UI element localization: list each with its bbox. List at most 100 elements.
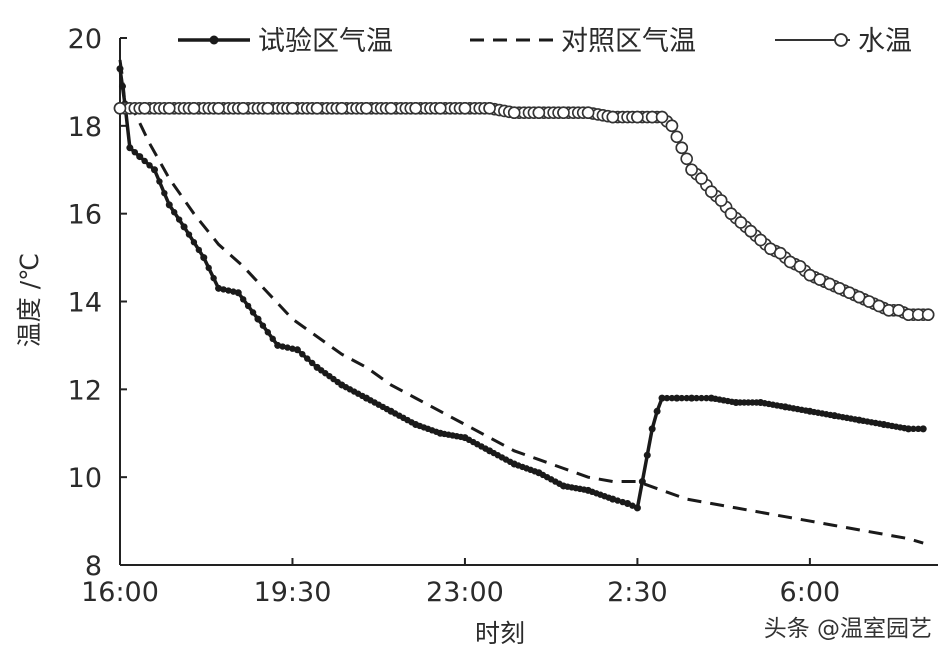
watermark-text: 头条 @温室园艺 [764, 616, 932, 642]
data-point [655, 110, 669, 124]
data-point [113, 101, 127, 115]
data-point [242, 265, 244, 267]
data-point [483, 101, 496, 115]
marker-dot [244, 302, 252, 310]
data-point [695, 172, 708, 185]
marker-dot [239, 296, 247, 303]
data-point [631, 110, 644, 124]
legend-item-1: 试验区气温 [178, 26, 393, 57]
marker-dot [648, 425, 656, 433]
marker-dot [653, 408, 661, 415]
marker-dot [235, 289, 242, 296]
marker-dot [259, 322, 267, 329]
data-point [236, 101, 250, 115]
marker-dot [624, 500, 631, 507]
legend: 试验区气温 对照区气温 水温 [178, 26, 912, 57]
data-point [365, 366, 367, 368]
data-point [335, 101, 349, 115]
series-2 [118, 59, 924, 545]
x-tick-label: 16:00 [81, 577, 159, 608]
legend-item-3: 水温 [775, 26, 912, 57]
data-point [168, 178, 170, 180]
marker-dot [175, 216, 183, 223]
marker-dot [644, 452, 651, 459]
marker-dot [294, 346, 301, 354]
marker-dot [673, 394, 681, 402]
marker-dot [289, 345, 296, 352]
data-point [921, 308, 935, 321]
x-tick-label: 6:00 [780, 577, 841, 608]
marker-dot [230, 288, 237, 295]
marker-dot [688, 394, 695, 402]
data-point [661, 489, 663, 491]
data-point [774, 246, 787, 260]
x-axis-title: 时刻 [475, 619, 525, 648]
y-axis-title: 温度 /℃ [15, 253, 44, 347]
marker-dot [195, 246, 203, 254]
marker-dot [200, 254, 207, 261]
data-point [434, 101, 447, 115]
data-point [793, 260, 807, 273]
marker-dot [703, 394, 710, 402]
marker-dot [629, 502, 636, 509]
y-tick-label: 14 [68, 288, 102, 319]
marker-dot [141, 157, 148, 165]
data-point [557, 106, 570, 119]
marker-dot [668, 394, 676, 402]
data-point [714, 194, 728, 207]
marker-dot [678, 394, 685, 402]
series-3 [113, 101, 935, 321]
marker-dot [171, 209, 178, 216]
data-point [489, 437, 491, 439]
marker-dot [308, 359, 316, 367]
marker-dot [274, 342, 281, 349]
marker-dot [166, 201, 173, 209]
x-tick-label: 23:00 [426, 577, 504, 608]
marker-dot [269, 335, 276, 343]
marker-dot [136, 153, 143, 160]
data-point [883, 533, 885, 535]
data-point [409, 101, 422, 115]
legend-label: 对照区气温 [561, 26, 696, 57]
marker-dot [151, 166, 158, 173]
data-point [464, 423, 466, 425]
y-tick-label: 20 [68, 24, 102, 55]
marker-dot [905, 425, 912, 433]
series-line [118, 68, 924, 511]
data-point [665, 119, 679, 133]
y-tick-label: 12 [68, 375, 102, 406]
marker-dot [180, 223, 188, 231]
marker-dot [220, 286, 227, 293]
marker-dot [156, 178, 163, 185]
marker-dot [915, 425, 922, 433]
data-point [291, 318, 293, 320]
x-tick-label: 19:30 [254, 577, 332, 608]
series-line [118, 59, 924, 545]
data-point [286, 101, 299, 115]
data-point [212, 101, 225, 115]
marker-dot [698, 394, 705, 402]
marker-dot [254, 315, 262, 323]
data-point [675, 141, 689, 155]
marker-dot [279, 343, 286, 350]
marker-dot [284, 344, 291, 351]
data-point [724, 207, 738, 220]
marker-dot [910, 425, 917, 433]
data-point [744, 224, 758, 238]
data-point [685, 163, 698, 177]
data-point [507, 106, 521, 119]
y-tick-label: 10 [68, 463, 102, 494]
marker-dot [225, 287, 232, 294]
marker-dot [185, 231, 193, 238]
marker-dot [614, 497, 621, 504]
marker-circle [670, 130, 684, 144]
x-tick-label: 2:30 [607, 577, 668, 608]
marker-dot [161, 189, 168, 197]
data-point [138, 101, 151, 115]
marker-dot [693, 394, 700, 402]
data-point [705, 185, 718, 199]
legend-item-2: 对照区气温 [470, 26, 696, 57]
series-1 [116, 65, 927, 512]
legend-marker [834, 33, 848, 47]
